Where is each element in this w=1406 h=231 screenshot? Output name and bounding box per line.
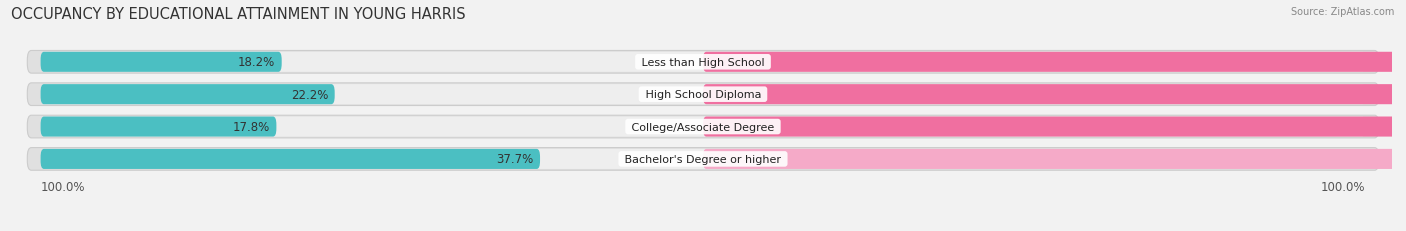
- FancyBboxPatch shape: [703, 149, 1406, 169]
- Text: 22.2%: 22.2%: [291, 88, 328, 101]
- FancyBboxPatch shape: [41, 52, 1365, 73]
- Text: 37.7%: 37.7%: [496, 153, 533, 166]
- FancyBboxPatch shape: [41, 117, 1365, 137]
- FancyBboxPatch shape: [27, 51, 1379, 74]
- Text: OCCUPANCY BY EDUCATIONAL ATTAINMENT IN YOUNG HARRIS: OCCUPANCY BY EDUCATIONAL ATTAINMENT IN Y…: [11, 7, 465, 22]
- Text: Less than High School: Less than High School: [638, 58, 768, 67]
- FancyBboxPatch shape: [41, 85, 335, 105]
- Text: 100.0%: 100.0%: [41, 180, 84, 193]
- Text: High School Diploma: High School Diploma: [641, 90, 765, 100]
- Text: 100.0%: 100.0%: [1322, 180, 1365, 193]
- Text: College/Associate Degree: College/Associate Degree: [628, 122, 778, 132]
- FancyBboxPatch shape: [41, 85, 1365, 105]
- FancyBboxPatch shape: [703, 85, 1406, 105]
- Text: 17.8%: 17.8%: [232, 121, 270, 134]
- FancyBboxPatch shape: [27, 148, 1379, 170]
- Text: Bachelor's Degree or higher: Bachelor's Degree or higher: [621, 154, 785, 164]
- FancyBboxPatch shape: [41, 52, 281, 73]
- Text: Source: ZipAtlas.com: Source: ZipAtlas.com: [1291, 7, 1395, 17]
- FancyBboxPatch shape: [703, 52, 1406, 73]
- FancyBboxPatch shape: [41, 149, 540, 169]
- FancyBboxPatch shape: [27, 83, 1379, 106]
- FancyBboxPatch shape: [41, 149, 1365, 169]
- FancyBboxPatch shape: [27, 116, 1379, 138]
- FancyBboxPatch shape: [41, 117, 277, 137]
- Text: 18.2%: 18.2%: [238, 56, 276, 69]
- FancyBboxPatch shape: [703, 117, 1406, 137]
